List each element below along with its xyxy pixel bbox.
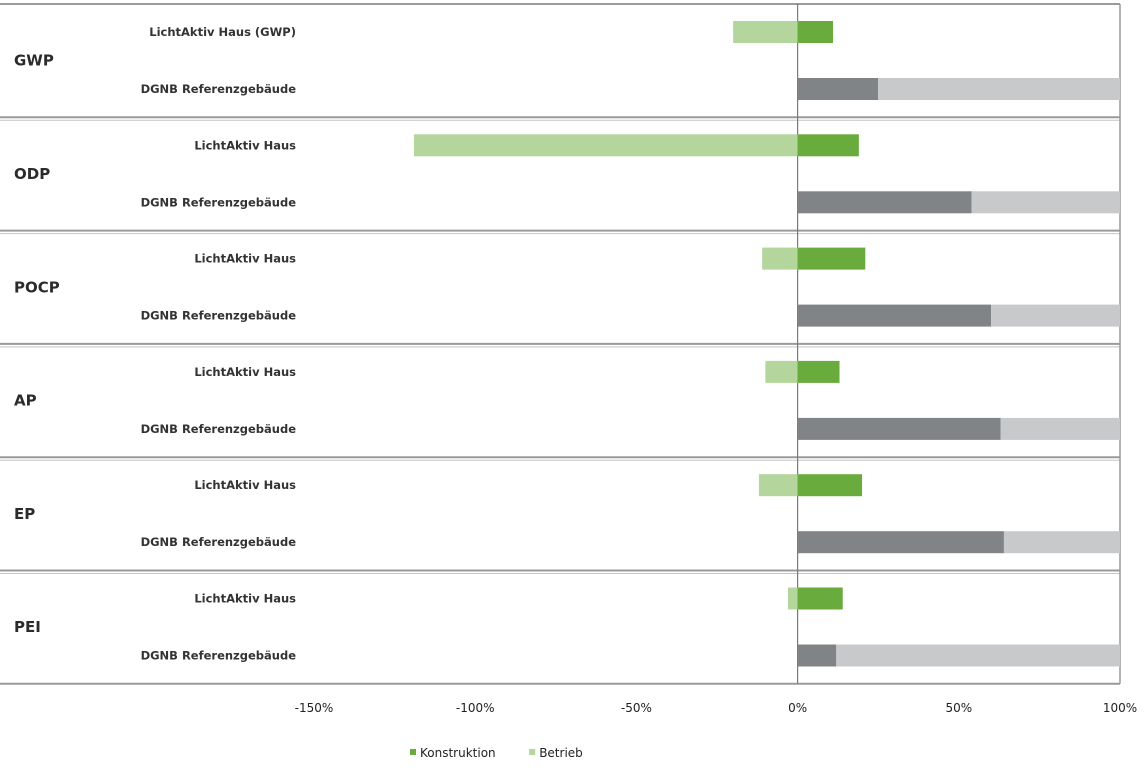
bar-reference-betrieb [971,191,1120,214]
bar-konstruktion [797,134,859,157]
x-tick-label: 50% [945,701,972,715]
bar-konstruktion [797,247,866,270]
chart-grid [0,3,1121,685]
category-label-ep: EP [14,505,35,523]
bar-reference-konstruktion [797,78,879,100]
x-tick-label: -50% [621,701,652,715]
category-label-ap: AP [14,392,37,410]
bar-reference-betrieb [878,78,1120,100]
category-label-pocp: POCP [14,278,60,296]
bar-konstruktion [797,587,843,610]
row-label: DGNB Referenzgebäude [141,422,297,436]
bar-reference-konstruktion [797,531,1004,554]
bar-reference-konstruktion [797,644,837,667]
bar-betrieb [787,587,798,610]
x-tick-label: 100% [1103,701,1137,715]
bar-konstruktion [797,474,863,497]
bar-betrieb [733,21,798,43]
bar-konstruktion [797,360,840,383]
bar-reference-betrieb [836,644,1120,667]
legend-label: Betrieb [539,746,583,760]
bar-betrieb [765,360,798,383]
legend-swatch [410,749,416,755]
bar-reference-betrieb [1003,531,1120,554]
bar-reference-konstruktion [797,417,1001,440]
legend-swatch [529,749,536,755]
bar-betrieb [762,247,798,270]
row-label: LichtAktiv Haus [194,592,296,606]
category-label-pei: PEI [14,618,41,636]
row-label: DGNB Referenzgebäude [141,195,297,209]
bar-betrieb [758,474,798,497]
category-label-odp: ODP [14,165,50,183]
category-label-gwp: GWP [14,52,54,70]
bar-reference-betrieb [991,304,1120,327]
row-label: LichtAktiv Haus [194,138,296,152]
bar-betrieb [413,134,798,157]
row-label: DGNB Referenzgebäude [141,82,297,96]
row-label: LichtAktiv Haus (GWP) [149,25,296,39]
legend: Konstruktion Betrieb [410,746,583,760]
x-tick-label: 0% [788,701,807,715]
row-label: DGNB Referenzgebäude [141,535,297,549]
bar-reference-konstruktion [797,304,992,327]
row-label: LichtAktiv Haus [194,365,296,379]
bar-reference-betrieb [1000,417,1120,440]
x-tick-label: -100% [456,701,495,715]
legend-label: Konstruktion [420,746,496,760]
row-label: LichtAktiv Haus [194,478,296,492]
row-label: LichtAktiv Haus [194,252,296,266]
row-label: DGNB Referenzgebäude [141,649,297,663]
row-label: DGNB Referenzgebäude [141,309,297,323]
x-tick-label: -150% [295,701,334,715]
chart-labels: GWP LichtAktiv Haus (GWP) DGNB Referenzgeb… [14,25,296,663]
x-axis: -150% -100% -50% 0% 50% 100% [295,701,1137,715]
bar-konstruktion [797,21,834,43]
chart-bars [413,21,1120,667]
bar-reference-konstruktion [797,191,972,214]
